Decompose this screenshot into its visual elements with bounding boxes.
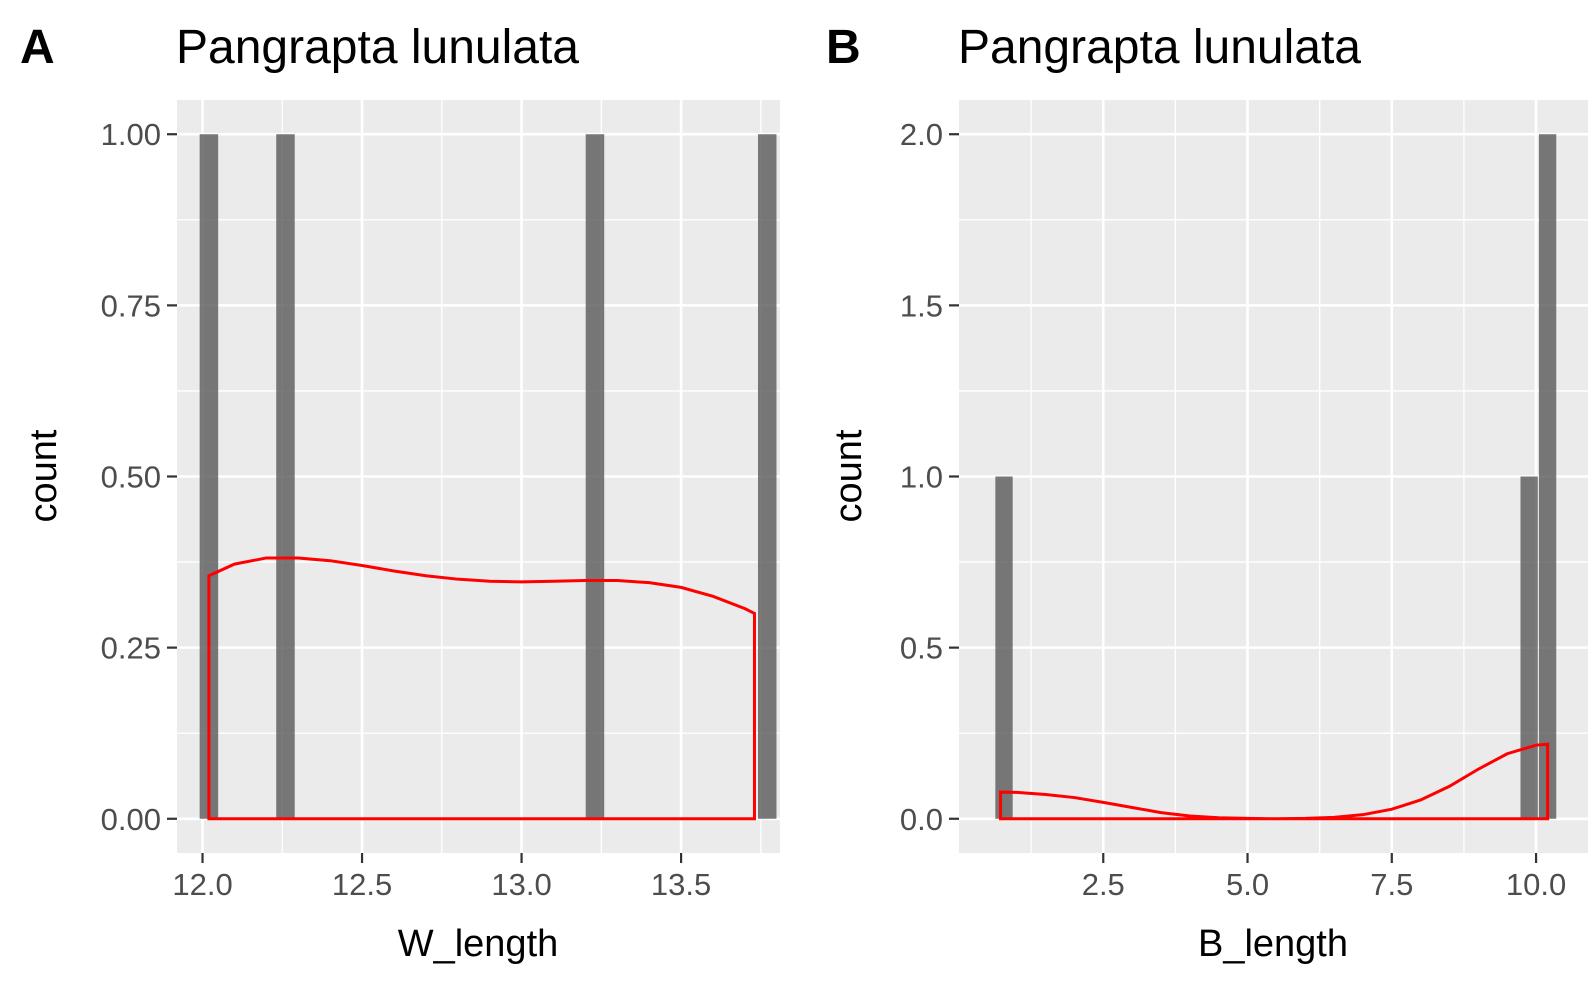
y-tick-label: 0.75 — [101, 288, 161, 323]
y-tick-label: 0.00 — [101, 802, 161, 837]
y-tick-label: 1.00 — [101, 117, 161, 152]
panel-a-ticks: 0.00 0.25 0.50 0.75 1.00 12.0 12.5 13.0 13.5 — [101, 117, 712, 902]
histogram-bar — [585, 134, 605, 819]
panel-b-letter: B — [826, 21, 861, 74]
panel-a-title: Pangrapta lunulata — [176, 21, 579, 74]
panel-a-x-axis-title: W_length — [398, 923, 559, 965]
panel-b-density-curve — [999, 742, 1550, 821]
x-tick-label: 10.0 — [1506, 867, 1566, 902]
panel-b: B Pangrapta lunulata 0.0 0.5 1.0 1.5 2.0 2.5 5… — [826, 21, 1588, 965]
histogram-bar — [1520, 476, 1538, 819]
histogram-bar — [276, 134, 295, 819]
y-tick-label: 1.0 — [900, 460, 943, 495]
x-tick-label: 12.5 — [332, 867, 392, 902]
histogram-bar — [995, 476, 1013, 819]
y-tick-label: 0.5 — [900, 631, 943, 666]
panel-a: A Pangrapta lunulata 0.00 0.25 0.50 0.75 1.0… — [20, 21, 780, 965]
histogram-bar — [1538, 134, 1557, 819]
panel-b-ticks: 0.0 0.5 1.0 1.5 2.0 2.5 5.0 7.5 10.0 — [900, 117, 1566, 902]
panel-a-letter: A — [20, 21, 55, 74]
x-tick-label: 5.0 — [1226, 867, 1269, 902]
y-tick-label: 1.5 — [900, 288, 943, 323]
panel-b-y-axis-title: count — [828, 429, 870, 522]
y-tick-label: 0.50 — [101, 460, 161, 495]
panel-b-x-axis-title: B_length — [1198, 923, 1348, 965]
y-tick-label: 0.0 — [900, 802, 943, 837]
y-tick-label: 0.25 — [101, 631, 161, 666]
x-tick-label: 2.5 — [1082, 867, 1125, 902]
x-tick-label: 7.5 — [1370, 867, 1413, 902]
panel-b-title: Pangrapta lunulata — [958, 21, 1361, 74]
histogram-bar — [757, 134, 777, 819]
x-tick-label: 13.5 — [651, 867, 711, 902]
histogram-bar — [199, 134, 219, 819]
panel-a-y-axis-title: count — [23, 429, 65, 522]
x-tick-label: 13.0 — [491, 867, 551, 902]
panel-a-density-curve — [207, 556, 756, 821]
y-tick-label: 2.0 — [900, 117, 943, 152]
panel-b-bars — [995, 134, 1557, 819]
x-tick-label: 12.0 — [172, 867, 232, 902]
panel-a-bars — [199, 134, 777, 819]
